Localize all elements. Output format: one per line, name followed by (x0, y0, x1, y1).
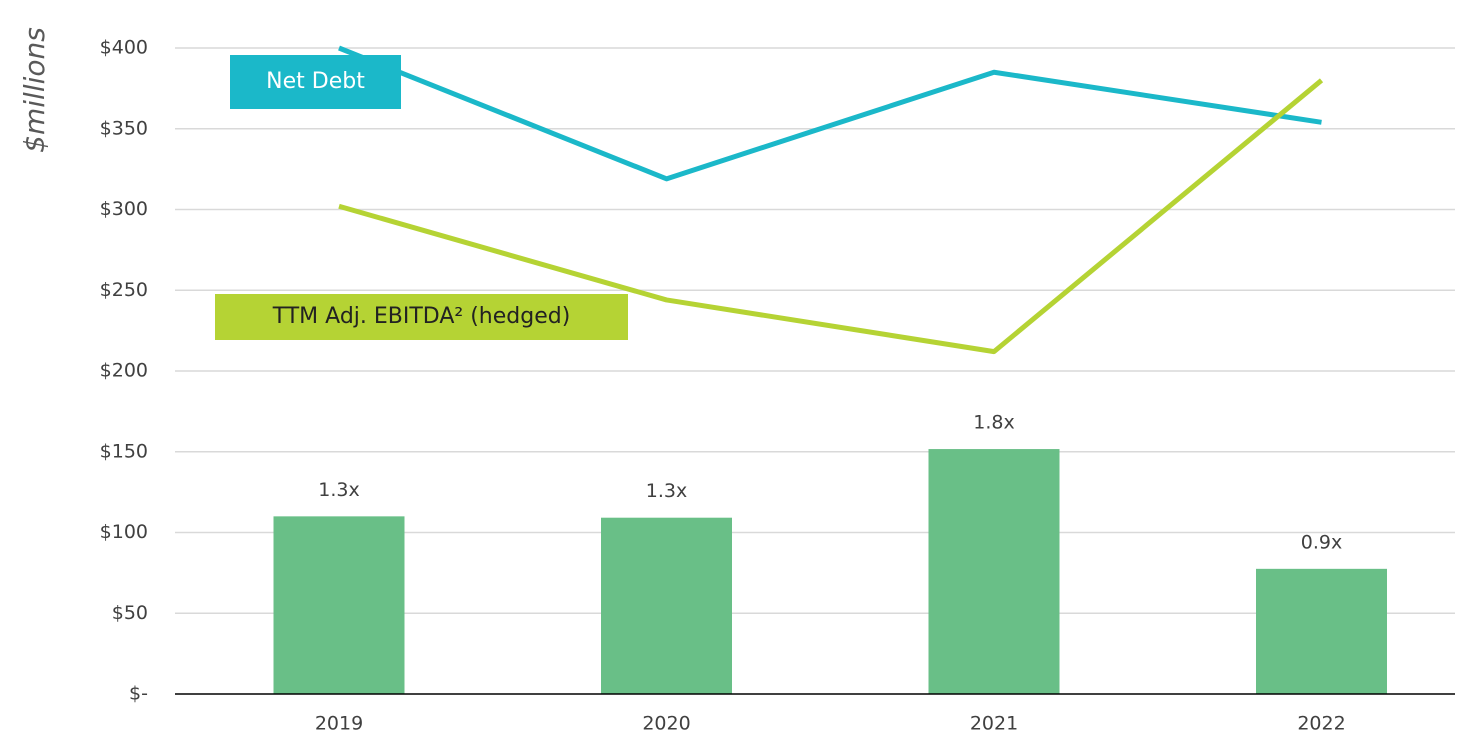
bar (928, 449, 1060, 694)
y-tick-label: $200 (100, 360, 148, 382)
y-tick-label: $400 (100, 37, 148, 59)
line (338, 45, 1322, 182)
x-tick-label: 2021 (970, 713, 1018, 735)
y-tick-label: $100 (100, 521, 148, 543)
bar-label: 1.3x (646, 480, 687, 502)
bar (273, 516, 405, 694)
bar-label: 0.9x (1301, 531, 1342, 553)
y-tick-label: $150 (100, 440, 148, 462)
bar-label: 1.8x (973, 412, 1014, 434)
bar-label: 1.3x (318, 479, 359, 501)
y-tick-label: $350 (100, 117, 148, 139)
legend-label: Net Debt (266, 69, 365, 94)
legend-box (230, 55, 401, 109)
bar (1256, 568, 1387, 694)
y-tick-label: $300 (100, 198, 148, 220)
y-tick-label: $- (129, 683, 148, 705)
bar (601, 517, 732, 694)
y-tick-label: $250 (100, 279, 148, 301)
x-tick-label: 2020 (642, 713, 690, 735)
y-tick-label: $50 (112, 602, 148, 624)
y-axis-title: $millions (18, 27, 51, 153)
legend-box (215, 294, 628, 340)
x-tick-label: 2019 (315, 713, 363, 735)
line (338, 78, 1324, 355)
x-tick-label: 2022 (1297, 713, 1345, 735)
legend-label: TTM Adj. EBITDA² (hedged) (272, 304, 571, 329)
